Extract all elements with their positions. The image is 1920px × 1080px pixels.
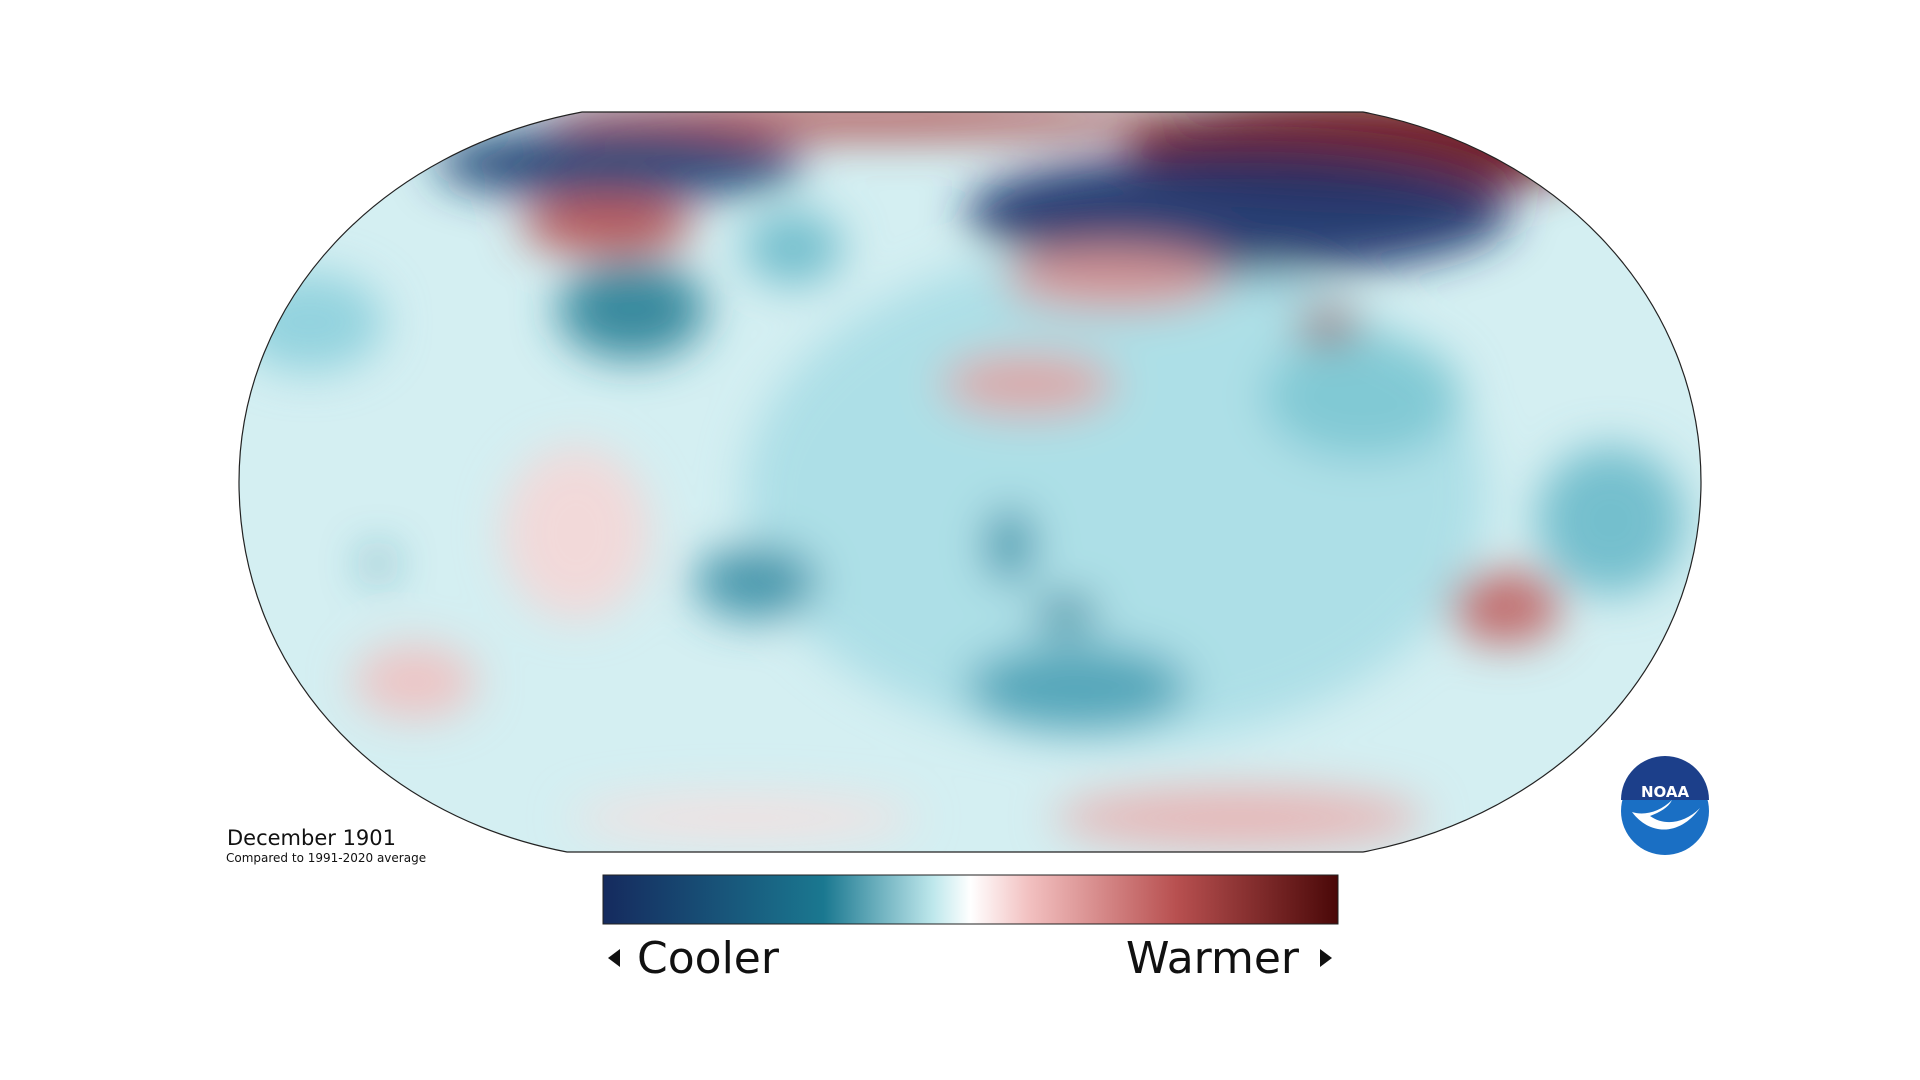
anomaly-blob xyxy=(365,551,391,577)
anomaly-field xyxy=(239,112,1701,852)
anomaly-blob xyxy=(966,644,1190,732)
anomaly-blob xyxy=(239,272,385,372)
anomaly-blob xyxy=(520,195,694,256)
anomaly-blob xyxy=(557,260,707,360)
anomaly-blobs xyxy=(239,112,1686,849)
anomaly-blob xyxy=(1536,446,1686,595)
logo-text: NOAA xyxy=(1641,783,1690,801)
anomaly-blob xyxy=(1003,247,1227,310)
anomaly-blob xyxy=(693,545,818,620)
legend-low-label: Cooler xyxy=(637,933,780,984)
anomaly-blob xyxy=(1034,594,1097,632)
anomaly-blob xyxy=(1263,334,1463,459)
map-title: December 1901 xyxy=(227,826,396,850)
right-arrow xyxy=(1320,949,1332,967)
logo-bird xyxy=(1632,800,1700,830)
anomaly-blob xyxy=(1295,310,1361,341)
noaa-logo: NOAA xyxy=(1621,756,1709,855)
anomaly-blob xyxy=(569,795,917,841)
color-scale xyxy=(602,874,1339,925)
anomaly-blob xyxy=(985,507,1035,583)
map-subtitle: Compared to 1991-2020 average xyxy=(226,851,426,865)
legend-high-label: Warmer xyxy=(1126,933,1300,984)
anomaly-blob xyxy=(1449,569,1562,645)
left-arrow xyxy=(608,949,620,967)
anomaly-blob xyxy=(743,210,843,285)
anomaly-blob xyxy=(941,353,1116,416)
logo-top xyxy=(1621,756,1709,800)
anomaly-blob xyxy=(1053,786,1425,849)
anomaly-blob xyxy=(501,446,651,620)
anomaly-blob xyxy=(545,112,1190,138)
anomaly-blob xyxy=(966,151,1512,276)
anomaly-blob xyxy=(433,126,806,201)
anomaly-blob xyxy=(353,644,478,719)
